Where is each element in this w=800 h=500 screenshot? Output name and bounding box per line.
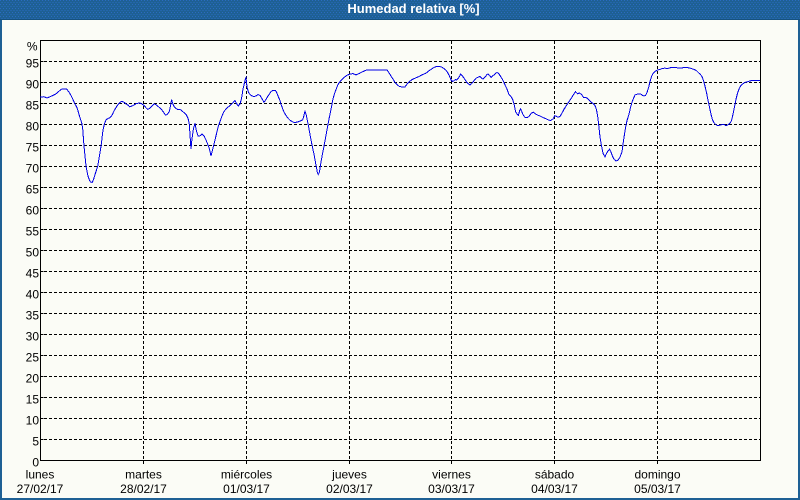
svg-text:45: 45: [26, 267, 40, 281]
svg-text:domingo: domingo: [634, 468, 680, 482]
svg-text:sábado: sábado: [535, 468, 575, 482]
svg-text:10: 10: [26, 414, 40, 428]
svg-text:martes: martes: [125, 468, 162, 482]
svg-text:miércoles: miércoles: [221, 468, 272, 482]
svg-text:0: 0: [32, 456, 39, 470]
svg-text:lunes: lunes: [26, 468, 55, 482]
svg-text:35: 35: [26, 309, 40, 323]
svg-text:70: 70: [26, 162, 40, 176]
svg-text:%: %: [27, 40, 38, 54]
svg-text:75: 75: [26, 141, 40, 155]
svg-text:viernes: viernes: [432, 468, 471, 482]
svg-text:25: 25: [26, 351, 40, 365]
svg-text:01/03/17: 01/03/17: [223, 482, 270, 496]
svg-text:90: 90: [26, 78, 40, 92]
svg-text:05/03/17: 05/03/17: [634, 482, 681, 496]
svg-text:30: 30: [26, 330, 40, 344]
svg-text:jueves: jueves: [331, 468, 367, 482]
svg-text:03/03/17: 03/03/17: [428, 482, 475, 496]
svg-text:5: 5: [32, 435, 39, 449]
svg-text:15: 15: [26, 393, 40, 407]
svg-text:60: 60: [26, 204, 40, 218]
svg-text:55: 55: [26, 225, 40, 239]
svg-text:02/03/17: 02/03/17: [326, 482, 373, 496]
svg-text:04/03/17: 04/03/17: [531, 482, 578, 496]
svg-text:40: 40: [26, 288, 40, 302]
svg-text:95: 95: [26, 57, 40, 71]
svg-text:50: 50: [26, 246, 40, 260]
svg-text:28/02/17: 28/02/17: [120, 482, 167, 496]
svg-text:65: 65: [26, 183, 40, 197]
svg-text:85: 85: [26, 99, 40, 113]
svg-text:27/02/17: 27/02/17: [17, 482, 64, 496]
svg-text:80: 80: [26, 120, 40, 134]
svg-text:20: 20: [26, 372, 40, 386]
